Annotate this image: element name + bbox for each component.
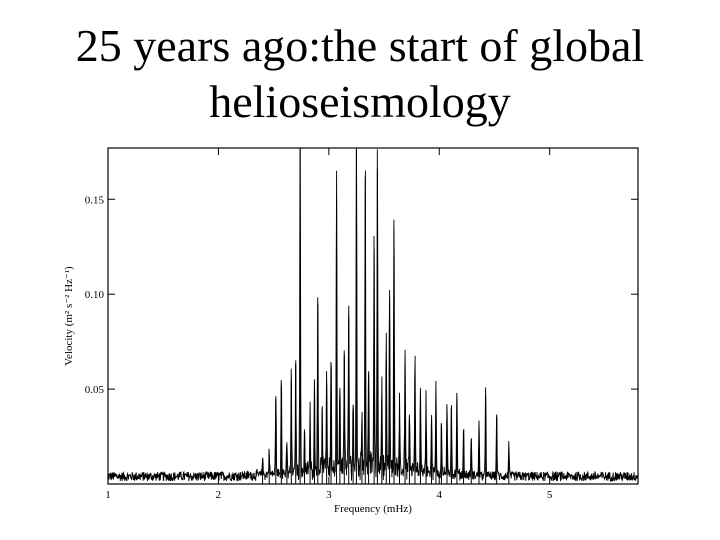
slide-title-line-2: helioseismology: [209, 76, 511, 127]
slide-title: 25 years ago:the start of global heliose…: [0, 18, 720, 130]
x-tick-label: 4: [437, 489, 443, 501]
x-tick-label: 3: [326, 489, 332, 501]
y-tick-label: 0.15: [85, 194, 105, 206]
x-axis-label: Frequency (mHz): [334, 503, 412, 515]
y-tick-label: 0.10: [85, 289, 105, 301]
x-tick-label: 5: [547, 489, 553, 501]
y-tick-label: 0.05: [85, 384, 105, 396]
slide-title-line-1: 25 years ago:the start of global: [75, 20, 645, 71]
spectrum-trace: [108, 148, 638, 483]
x-tick-label: 2: [216, 489, 222, 501]
x-tick-label: 1: [105, 489, 111, 501]
plot-frame: [107, 147, 639, 485]
y-axis-label: Velocity (m² s⁻² Hz⁻¹): [63, 266, 75, 366]
